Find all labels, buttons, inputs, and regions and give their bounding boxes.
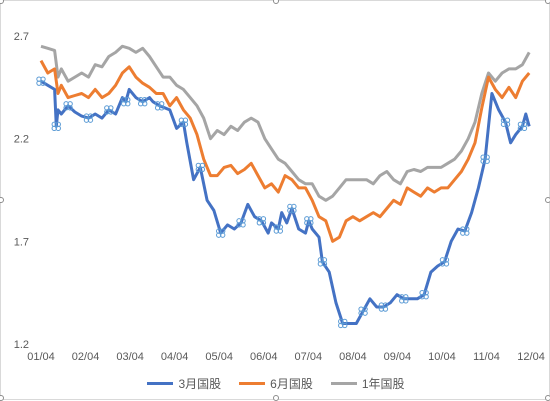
x-tick-label: 11/04 [473, 351, 500, 363]
y-axis: 1.2 1.7 2.2 2.7 [14, 31, 29, 351]
data-point-marker [517, 121, 528, 132]
x-tick-label: 03/04 [116, 351, 144, 363]
resize-handle-bottom-right[interactable] [545, 395, 550, 401]
series-line-6m [39, 59, 531, 243]
y-tick-label: 1.2 [14, 339, 29, 351]
data-point-marker [121, 97, 131, 107]
data-point-marker [178, 117, 189, 127]
data-point-marker [358, 306, 368, 316]
legend-label-3m: 3月国股 [178, 377, 222, 391]
resize-handle-bottom-left[interactable] [0, 395, 4, 401]
y-tick-label: 2.2 [14, 134, 29, 146]
data-point-marker [195, 162, 206, 173]
data-point-marker [104, 105, 114, 115]
series-layer [39, 44, 531, 325]
x-tick-label: 04/04 [161, 351, 189, 363]
legend-label-1y: 1年国股 [361, 377, 405, 391]
data-point-marker [399, 294, 409, 304]
legend-item-1y: 1年国股 [330, 375, 405, 392]
legend-swatch-1y [330, 382, 357, 385]
data-point-marker [287, 203, 297, 214]
x-axis: 01/04 02/04 03/04 04/04 05/04 06/04 07/04 08/04… [27, 351, 545, 363]
series-line-1y [40, 44, 531, 202]
series-line-3m [40, 79, 531, 325]
data-point-marker [83, 113, 94, 123]
x-tick-label: 09/04 [384, 351, 412, 363]
x-tick-label: 05/04 [205, 351, 233, 363]
marker-layer [36, 76, 528, 329]
data-point-marker [317, 257, 328, 267]
line-chart: 1.2 1.7 2.2 2.7 01/04 02/04 03/04 04/04 05/04 06… [14, 31, 545, 363]
legend-item-6m: 6月国股 [239, 375, 313, 392]
legend-swatch-6m [239, 382, 266, 385]
data-point-marker [480, 154, 490, 164]
data-point-marker [500, 117, 511, 127]
data-point-marker [338, 318, 348, 329]
legend: 3月国股 6月国股 1年国股 [1, 375, 550, 392]
data-point-marker [236, 218, 246, 228]
x-tick-label: 02/04 [72, 351, 100, 363]
data-point-marker [378, 302, 389, 312]
resize-handle-top-middle[interactable] [273, 0, 279, 4]
y-tick-label: 1.7 [14, 236, 29, 248]
x-tick-label: 07/04 [295, 351, 323, 363]
resize-handle-middle-left[interactable] [0, 197, 4, 203]
data-point-marker [273, 224, 284, 234]
y-tick-label: 2.7 [14, 31, 29, 43]
data-point-marker [304, 216, 314, 226]
data-point-marker [460, 226, 470, 236]
resize-handle-bottom-middle[interactable] [273, 395, 279, 401]
legend-swatch-3m [147, 382, 174, 385]
data-point-marker [439, 257, 450, 267]
data-point-marker [36, 76, 46, 86]
x-tick-label: 08/04 [339, 351, 367, 363]
data-point-marker [256, 216, 267, 226]
resize-handle-top-right[interactable] [545, 0, 550, 4]
data-point-marker [63, 101, 73, 111]
data-point-marker [138, 97, 148, 107]
resize-handle-top-left[interactable] [0, 0, 4, 4]
x-tick-label: 01/04 [27, 351, 55, 363]
data-point-marker [51, 121, 61, 132]
legend-item-3m: 3月国股 [147, 375, 221, 392]
x-tick-label: 06/04 [250, 351, 278, 363]
x-tick-label: 12/04 [517, 351, 545, 363]
data-point-marker [154, 101, 165, 111]
legend-label-6m: 6月国股 [270, 377, 313, 391]
data-point-marker [419, 290, 429, 300]
x-tick-label: 10/04 [428, 351, 456, 363]
resize-handle-middle-right[interactable] [545, 197, 550, 203]
data-point-marker [215, 228, 226, 238]
